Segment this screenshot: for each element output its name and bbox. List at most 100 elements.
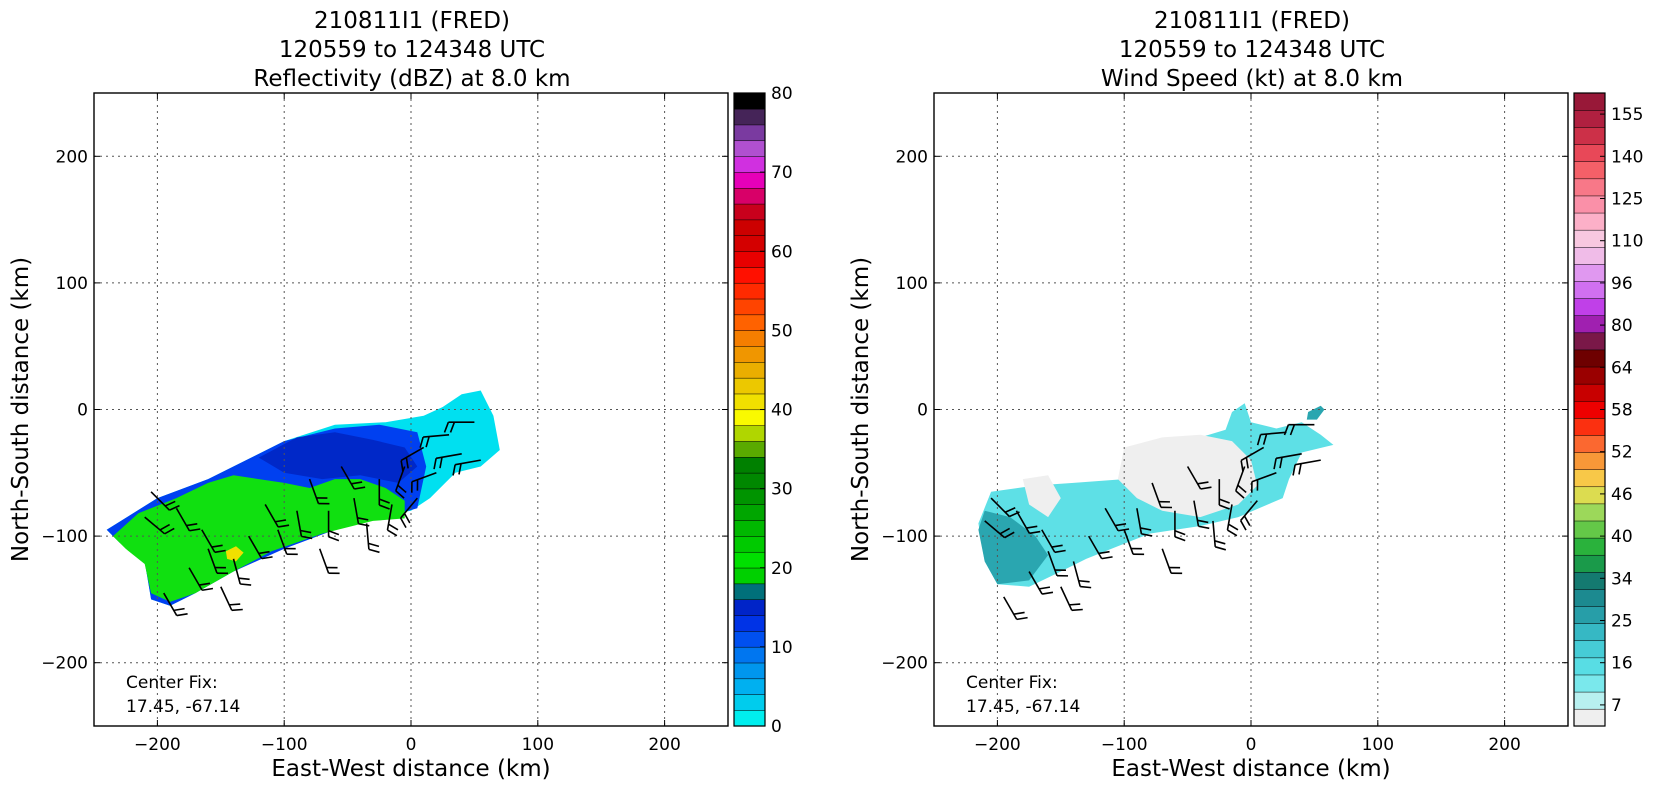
x-tick-label: 0 (1246, 735, 1257, 755)
wind-barb-flag (1215, 547, 1226, 550)
colorbar-tick-label: 20 (771, 559, 793, 579)
wind-barb-flag (329, 531, 339, 535)
colorbar-segment (734, 346, 765, 362)
colorbar-segment (734, 267, 765, 283)
colorbar-segment (1574, 504, 1605, 521)
wind-barb-flag (401, 518, 406, 528)
colorbar-segment (1574, 384, 1605, 401)
y-tick-label: 0 (77, 401, 88, 421)
colorbar-segment (1574, 179, 1605, 196)
colorbar-segment (734, 125, 765, 141)
colorbar-segment (1574, 264, 1605, 281)
colorbar-segment (1574, 469, 1605, 486)
colorbar-tick-label: 7 (1611, 696, 1622, 716)
colorbar-segment (1574, 298, 1605, 315)
colorbar-segment (1574, 333, 1605, 350)
wind-barb (1293, 460, 1321, 475)
colorbar-tick-label: 30 (771, 480, 793, 500)
colorbar-segment (734, 694, 765, 710)
colorbar-tick-label: 46 (1611, 485, 1633, 505)
y-axis-label: North-South distance (km) (8, 257, 34, 562)
wind-barb-flag (239, 578, 250, 579)
wind-barb-flag (232, 609, 243, 610)
colorbar-segment (734, 631, 765, 647)
colorbar-segment (1574, 93, 1605, 110)
wind-barb (221, 587, 243, 611)
center-fix-value: 17.45, -67.14 (966, 697, 1080, 717)
wind-barb (1162, 549, 1182, 574)
colorbar-segment (734, 663, 765, 679)
colorbar-segment (734, 235, 765, 251)
wind-barb-flag (177, 614, 188, 616)
chart-title-line: Reflectivity (dBZ) at 8.0 km (253, 66, 570, 92)
colorbar-segment (1574, 350, 1605, 367)
x-axis-label: East-West distance (km) (271, 756, 550, 782)
colorbar-tick-label: 70 (771, 163, 793, 183)
colorbar-segment (1574, 452, 1605, 469)
colorbar-segment (734, 552, 765, 568)
colorbar-segment (734, 615, 765, 631)
wind-barb-flag (1241, 521, 1246, 531)
y-tick-label: −100 (41, 527, 88, 547)
colorbar-segment (1574, 213, 1605, 230)
wind-barb (1213, 521, 1226, 550)
chart-title-line: Wind Speed (kt) at 8.0 km (1101, 66, 1403, 92)
x-tick-label: −200 (974, 735, 1021, 755)
wind-barb-flag (1039, 587, 1050, 589)
colorbar-tick-label: 52 (1611, 443, 1633, 463)
colorbar-tick-label: 10 (771, 638, 793, 658)
colorbar-segment (734, 251, 765, 267)
colorbar-segment (1574, 418, 1605, 435)
wind-barb-shaft (1073, 561, 1080, 586)
wind-barb-flag (389, 524, 398, 530)
wind-barb-flag (369, 549, 380, 552)
colorbar-segment (1574, 367, 1605, 384)
wind-barb-flag (1069, 604, 1080, 605)
wind-barb-flag (1175, 537, 1185, 541)
colorbar-segment (1574, 538, 1605, 555)
colorbar-segment (734, 679, 765, 695)
wind-barb-flag (1017, 618, 1028, 620)
colorbar-segment (734, 220, 765, 236)
colorbar-segment (734, 536, 765, 552)
colorbar-segment (1574, 606, 1605, 623)
colorbar-segment (734, 172, 765, 188)
wind-barb (1004, 597, 1028, 620)
plot-frame (94, 93, 728, 726)
colorbar-tick-label: 25 (1611, 612, 1633, 632)
colorbar-segment (734, 441, 765, 457)
grid (94, 93, 728, 726)
wind-barb (320, 549, 340, 574)
colorbar-segment (734, 489, 765, 505)
wind-barb-shaft (1061, 587, 1072, 611)
colorbar-segment (1574, 623, 1605, 640)
colorbar-segment (734, 520, 765, 536)
wind-barb-flag (1227, 530, 1236, 536)
y-tick-label: 0 (917, 401, 928, 421)
colorbar-tick-label: 80 (771, 84, 793, 104)
colorbar-segment (734, 647, 765, 663)
colorbar-segment (734, 457, 765, 473)
colorbar-segment (734, 299, 765, 315)
colorbar-segment (1574, 675, 1605, 692)
wind-barb-flag (174, 609, 185, 611)
wind-barb-shaft (320, 549, 329, 573)
center-fix-label: Center Fix: (966, 673, 1058, 693)
colorbar-segment (734, 109, 765, 125)
wind-barb-flag (358, 524, 369, 526)
colorbar-segment (734, 473, 765, 489)
wind-barb-flag (404, 513, 409, 523)
colorbar-segment (734, 378, 765, 394)
wind-barb-flag (1175, 531, 1185, 535)
wind-barb-flag (229, 604, 240, 605)
colorbar-segment (734, 283, 765, 299)
colorbar-tick-label: 16 (1611, 654, 1633, 674)
colorbar-segment (1574, 640, 1605, 657)
colorbar-segment (1574, 572, 1605, 589)
y-tick-label: −200 (881, 654, 928, 674)
wind-barb-flag (1215, 541, 1226, 544)
colorbar-tick-label: 140 (1611, 147, 1643, 167)
wind-barb-flag (1014, 612, 1025, 614)
